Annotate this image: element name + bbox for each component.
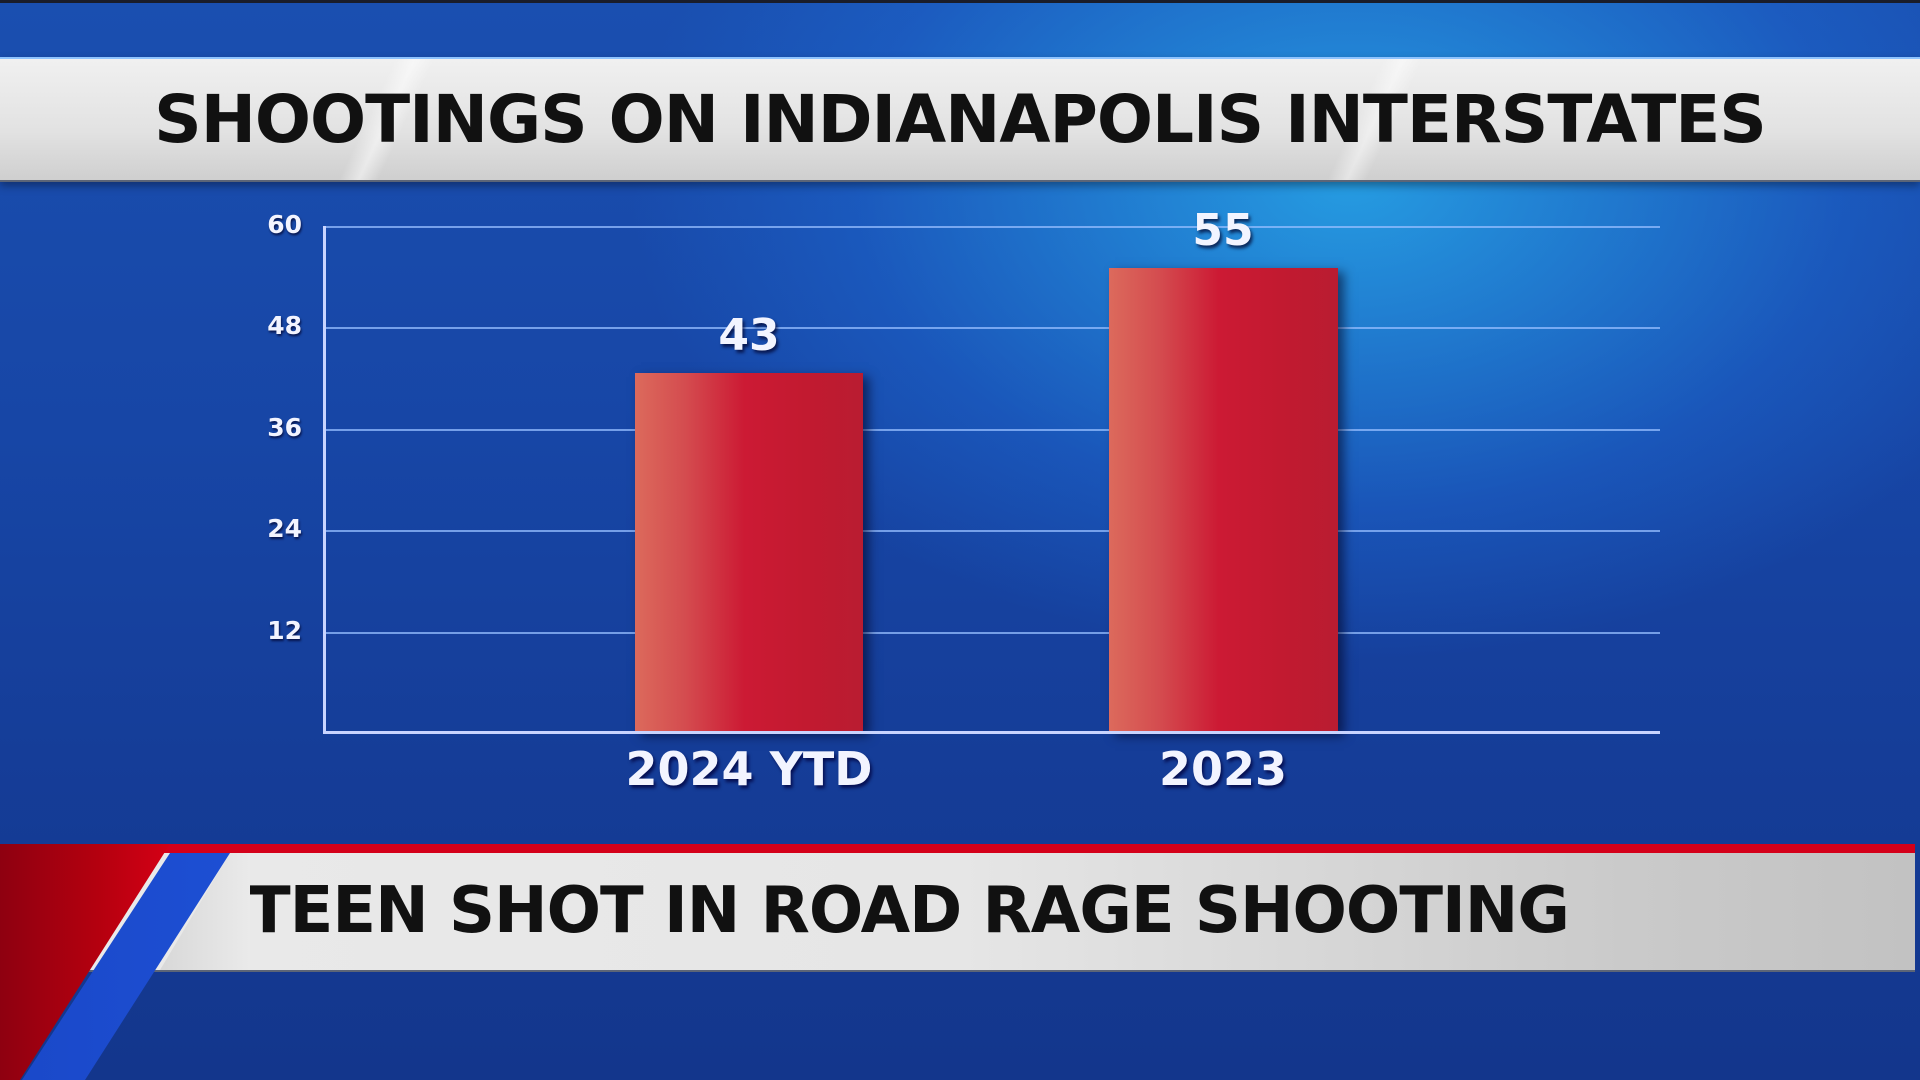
x-category-label: 2023 <box>1158 742 1288 796</box>
gridline-60 <box>326 226 1660 228</box>
gridline-48 <box>326 327 1660 329</box>
y-tick-label: 48 <box>267 311 302 340</box>
chart-title: SHOOTINGS ON INDIANAPOLIS INTERSTATES <box>154 81 1767 158</box>
y-axis <box>323 226 326 734</box>
bar-value-label: 55 <box>1192 205 1254 256</box>
lower-third-banner: TEEN SHOT IN ROAD RAGE SHOOTING <box>0 853 1915 972</box>
lower-third-red-rule <box>0 844 1915 853</box>
y-tick-label: 36 <box>267 413 302 442</box>
gridline-12 <box>326 632 1660 634</box>
x-axis <box>323 731 1660 734</box>
bar-2023 <box>1109 268 1338 732</box>
bar-value-label: 43 <box>718 310 780 361</box>
top-edge-line <box>0 0 1920 3</box>
y-tick-label: 60 <box>267 210 302 239</box>
x-category-label: 2024 YTD <box>625 742 873 796</box>
headline-banner: SHOOTINGS ON INDIANAPOLIS INTERSTATES <box>0 57 1920 182</box>
bar-2024-ytd <box>635 373 863 732</box>
lower-third-headline: TEEN SHOT IN ROAD RAGE SHOOTING <box>247 874 1570 948</box>
y-tick-label: 12 <box>267 616 302 645</box>
gridline-24 <box>326 530 1660 532</box>
bar-chart: 60 48 36 24 12 43 55 2024 YTD 2023 <box>267 205 1660 796</box>
gridline-36 <box>326 429 1660 431</box>
y-tick-label: 24 <box>267 514 302 543</box>
